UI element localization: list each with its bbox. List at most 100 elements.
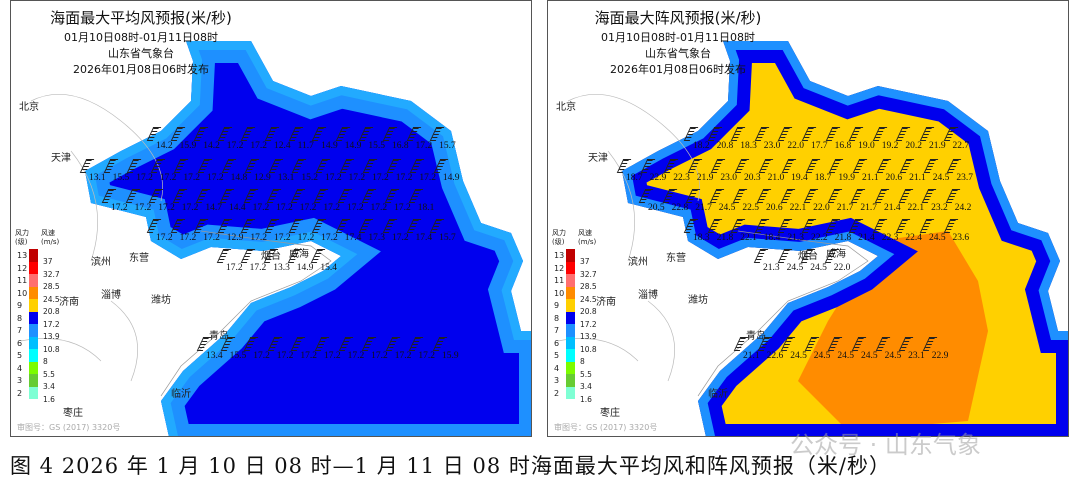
city-label-weifang: 潍坊 — [151, 295, 171, 306]
wind-barb-value: 17.2 — [111, 203, 135, 213]
legend-speed: 3.4 — [43, 382, 55, 391]
legend-level: 7 — [554, 326, 560, 335]
legend-swatch — [566, 324, 575, 337]
wind-barb-value: 17.2 — [156, 233, 180, 243]
wind-barb-value: 17.2 — [325, 173, 349, 183]
legend-level: 2 — [17, 388, 23, 398]
wind-value-row: 21.3 24.5 24.5 22.0 — [763, 263, 857, 273]
wind-barb-value: 15.9 — [442, 351, 466, 361]
wind-barb-value: 17.2 — [300, 351, 324, 361]
city-label-jinan: 济南 — [59, 297, 79, 308]
city-label-weifang: 潍坊 — [688, 295, 708, 306]
map-approval-number: 审图号：GS (2017) 3320号 — [17, 423, 121, 432]
city-label-tianjin: 天津 — [51, 153, 71, 164]
legend-swatch — [29, 374, 38, 387]
wind-barb-value: 17.2 — [300, 203, 324, 213]
mean-wind-map-panel: 海面最大平均风预报(米/秒) 01月10日08时-01月11日08时 山东省气象… — [10, 0, 532, 437]
legend-speed: 24.5 — [580, 294, 597, 304]
legend-swatch — [29, 349, 38, 362]
wind-value-row: 13.1 15.5 17.2 17.2 17.2 17.2 14.8 12.9 13.1 15.2… — [89, 173, 467, 183]
wind-barb-value: 17.2 — [135, 203, 159, 213]
wind-barb-value: 19.4 — [791, 173, 815, 183]
wind-barb-value: 13.1 — [89, 173, 113, 183]
legend-swatch — [29, 386, 38, 399]
wind-barb-value: 22.0 — [787, 141, 811, 151]
legend-speed: 1.6 — [580, 394, 592, 404]
legend-speed: 37 — [43, 257, 53, 266]
map-title: 海面最大阵风预报(米/秒) — [594, 9, 762, 27]
legend-speed: 17.2 — [43, 319, 60, 329]
wind-barb-value: 17.2 — [136, 173, 160, 183]
wind-barb-value: 20.2 — [905, 141, 929, 151]
city-label-linyi: 临沂 — [171, 389, 191, 400]
wind-barb-value: 23.1 — [908, 351, 932, 361]
legend-speed: 5.5 — [43, 369, 55, 379]
legend-swatch — [29, 311, 38, 324]
wind-barb-value: 12.9 — [227, 233, 251, 243]
legend-color-bar — [29, 249, 38, 399]
wind-barb-value: 18.7 — [626, 173, 650, 183]
wind-barb-value: 13.3 — [273, 263, 297, 273]
wind-barb-value: 14.9 — [443, 173, 467, 183]
wind-barb-value: 14.2 — [203, 141, 227, 151]
legend-speed: 13.9 — [580, 332, 597, 341]
gust-wind-map-panel: 海面最大阵风预报(米/秒) 01月10日08时-01月11日08时 山东省气象台… — [547, 0, 1069, 437]
legend-level: 9 — [17, 301, 23, 310]
legend-speed: 20.8 — [580, 307, 597, 316]
wind-barb-value: 24.5 — [885, 351, 909, 361]
legend-level: 4 — [554, 363, 560, 373]
wind-barb-value: 22.8 — [672, 203, 696, 213]
wind-barb-value: 22.1 — [740, 233, 764, 243]
legend-speed: 24.5 — [43, 294, 60, 304]
wind-barb-value: 18.1 — [418, 203, 442, 213]
legend-swatch — [566, 249, 575, 262]
wind-barb-value: 24.5 — [787, 263, 811, 273]
wind-barb-value: 22.1 — [790, 203, 814, 213]
wind-barb-value: 23.0 — [764, 141, 788, 151]
wind-barb-value: 20.3 — [744, 173, 768, 183]
wind-barb-value: 17.2 — [416, 141, 440, 151]
legend-swatch — [29, 286, 38, 299]
legend-level: 13 — [17, 251, 28, 260]
wind-barb-value: 24.2 — [955, 203, 979, 213]
wind-barb-value: 14.7 — [205, 203, 229, 213]
legend-speed: 5.5 — [580, 369, 592, 379]
wind-barb-value: 17.3 — [368, 233, 392, 243]
wind-legend: 风力(级) 风速(m/s) 13 12 11 10 9 8 7 6 5 4 3 2 37 32.7 28.5… — [552, 229, 612, 424]
wind-barb-value: 15.2 — [301, 173, 325, 183]
legend-swatch — [29, 299, 38, 312]
legend-level: 10 — [17, 288, 28, 298]
wind-barb-value: 17.2 — [394, 203, 418, 213]
legend-level-header: 风力(级) — [552, 229, 566, 246]
forecast-period: 01月10日08时-01月11日08时 — [64, 31, 218, 44]
legend-speed: 37 — [580, 257, 590, 266]
wind-barb-value: 21.1 — [862, 173, 886, 183]
wind-barb-value: 17.2 — [226, 263, 250, 273]
wind-barb-value: 15.7 — [439, 141, 463, 151]
legend-swatch — [29, 336, 38, 349]
wind-barb-value: 20.6 — [766, 203, 790, 213]
wind-barb-value: 17.2 — [392, 233, 416, 243]
wind-barb-value: 14.9 — [345, 141, 369, 151]
wind-barb-value: 21.3 — [787, 233, 811, 243]
legend-swatch — [566, 286, 575, 299]
legend-swatch — [566, 349, 575, 362]
wind-barb-value: 17.2 — [158, 203, 182, 213]
wind-barb-value: 24.5 — [810, 263, 834, 273]
legend-level: 11 — [17, 276, 28, 285]
strong-gust-area — [798, 231, 988, 431]
legend-level: 7 — [17, 326, 23, 335]
legend-level: 5 — [554, 351, 560, 360]
wind-barb-value: 22.2 — [811, 233, 835, 243]
legend-swatch — [566, 374, 575, 387]
issue-time: 2026年01月08日06时发布 — [610, 63, 746, 76]
wind-barb-value: 17.2 — [298, 233, 322, 243]
wind-barb-value: 17.4 — [416, 233, 440, 243]
wind-barb-value: 24.5 — [790, 351, 814, 361]
city-label-beijing: 北京 — [556, 102, 576, 113]
legend-level: 4 — [17, 363, 23, 373]
wind-barb-value: 13.4 — [206, 351, 230, 361]
wind-barb-value: 21.8 — [717, 233, 741, 243]
wind-barb-value: 22.6 — [767, 351, 791, 361]
wind-barb-value: 17.2 — [250, 141, 274, 151]
